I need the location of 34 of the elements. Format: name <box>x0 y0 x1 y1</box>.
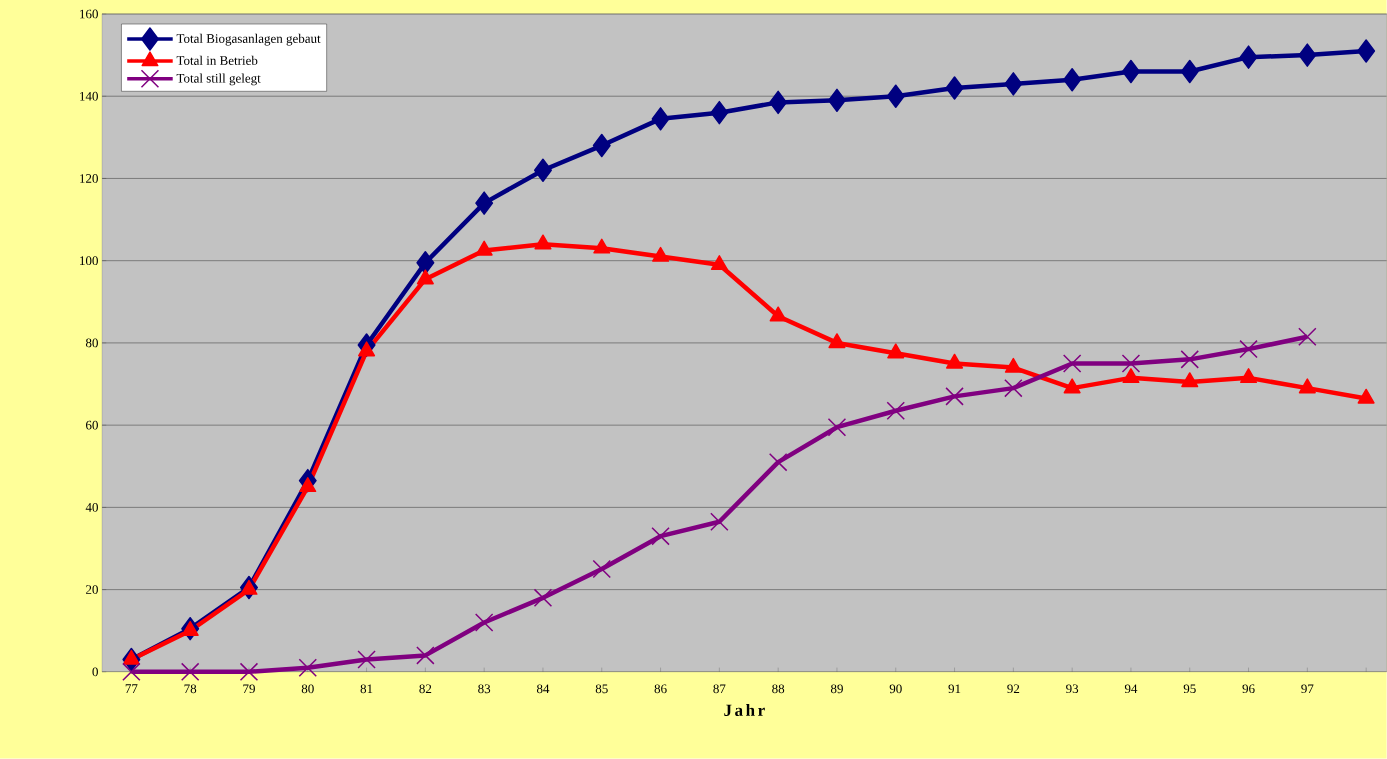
legend-label: Total in Betrieb <box>176 55 258 66</box>
x-tick-label: 81 <box>360 684 373 694</box>
x-tick-label: 97 <box>1301 684 1314 694</box>
y-tick-label: 80 <box>85 338 98 348</box>
y-tick-label: 40 <box>85 503 98 512</box>
x-tick-label: 91 <box>948 684 961 694</box>
y-tick-label: 160 <box>80 9 98 19</box>
x-tick-label: 82 <box>419 684 432 694</box>
x-tick-label: 96 <box>1242 684 1255 694</box>
x-tick-label: 88 <box>772 684 785 694</box>
y-tick-label: 20 <box>86 585 98 595</box>
x-axis-title: Jahr <box>724 704 765 717</box>
x-tick-label: 79 <box>243 684 255 694</box>
x-tick-label: 92 <box>1007 684 1020 694</box>
x-tick-label: 89 <box>830 684 843 694</box>
x-tick-label: 77 <box>125 684 138 693</box>
x-tick-label: 83 <box>478 684 491 694</box>
x-tick-label: 95 <box>1183 684 1196 694</box>
x-tick-label: 93 <box>1066 684 1079 694</box>
x-tick-label: 84 <box>536 684 550 694</box>
x-tick-label: 94 <box>1124 684 1138 694</box>
legend-label: Total still gelegt <box>176 73 261 86</box>
x-tick-label: 90 <box>889 684 902 694</box>
y-tick-label: 140 <box>80 91 98 101</box>
y-tick-label: 60 <box>86 420 98 430</box>
x-tick-label: 86 <box>654 684 667 694</box>
legend-label: Total Biogasanlagen gebaut <box>176 33 321 46</box>
x-tick-label: 87 <box>713 684 726 694</box>
y-tick-label: 120 <box>80 174 98 183</box>
x-tick-label: 80 <box>301 684 314 694</box>
x-tick-label: 85 <box>595 684 608 694</box>
y-tick-label: 0 <box>92 667 98 677</box>
x-tick-label: 78 <box>184 684 197 694</box>
y-tick-label: 100 <box>80 256 98 266</box>
